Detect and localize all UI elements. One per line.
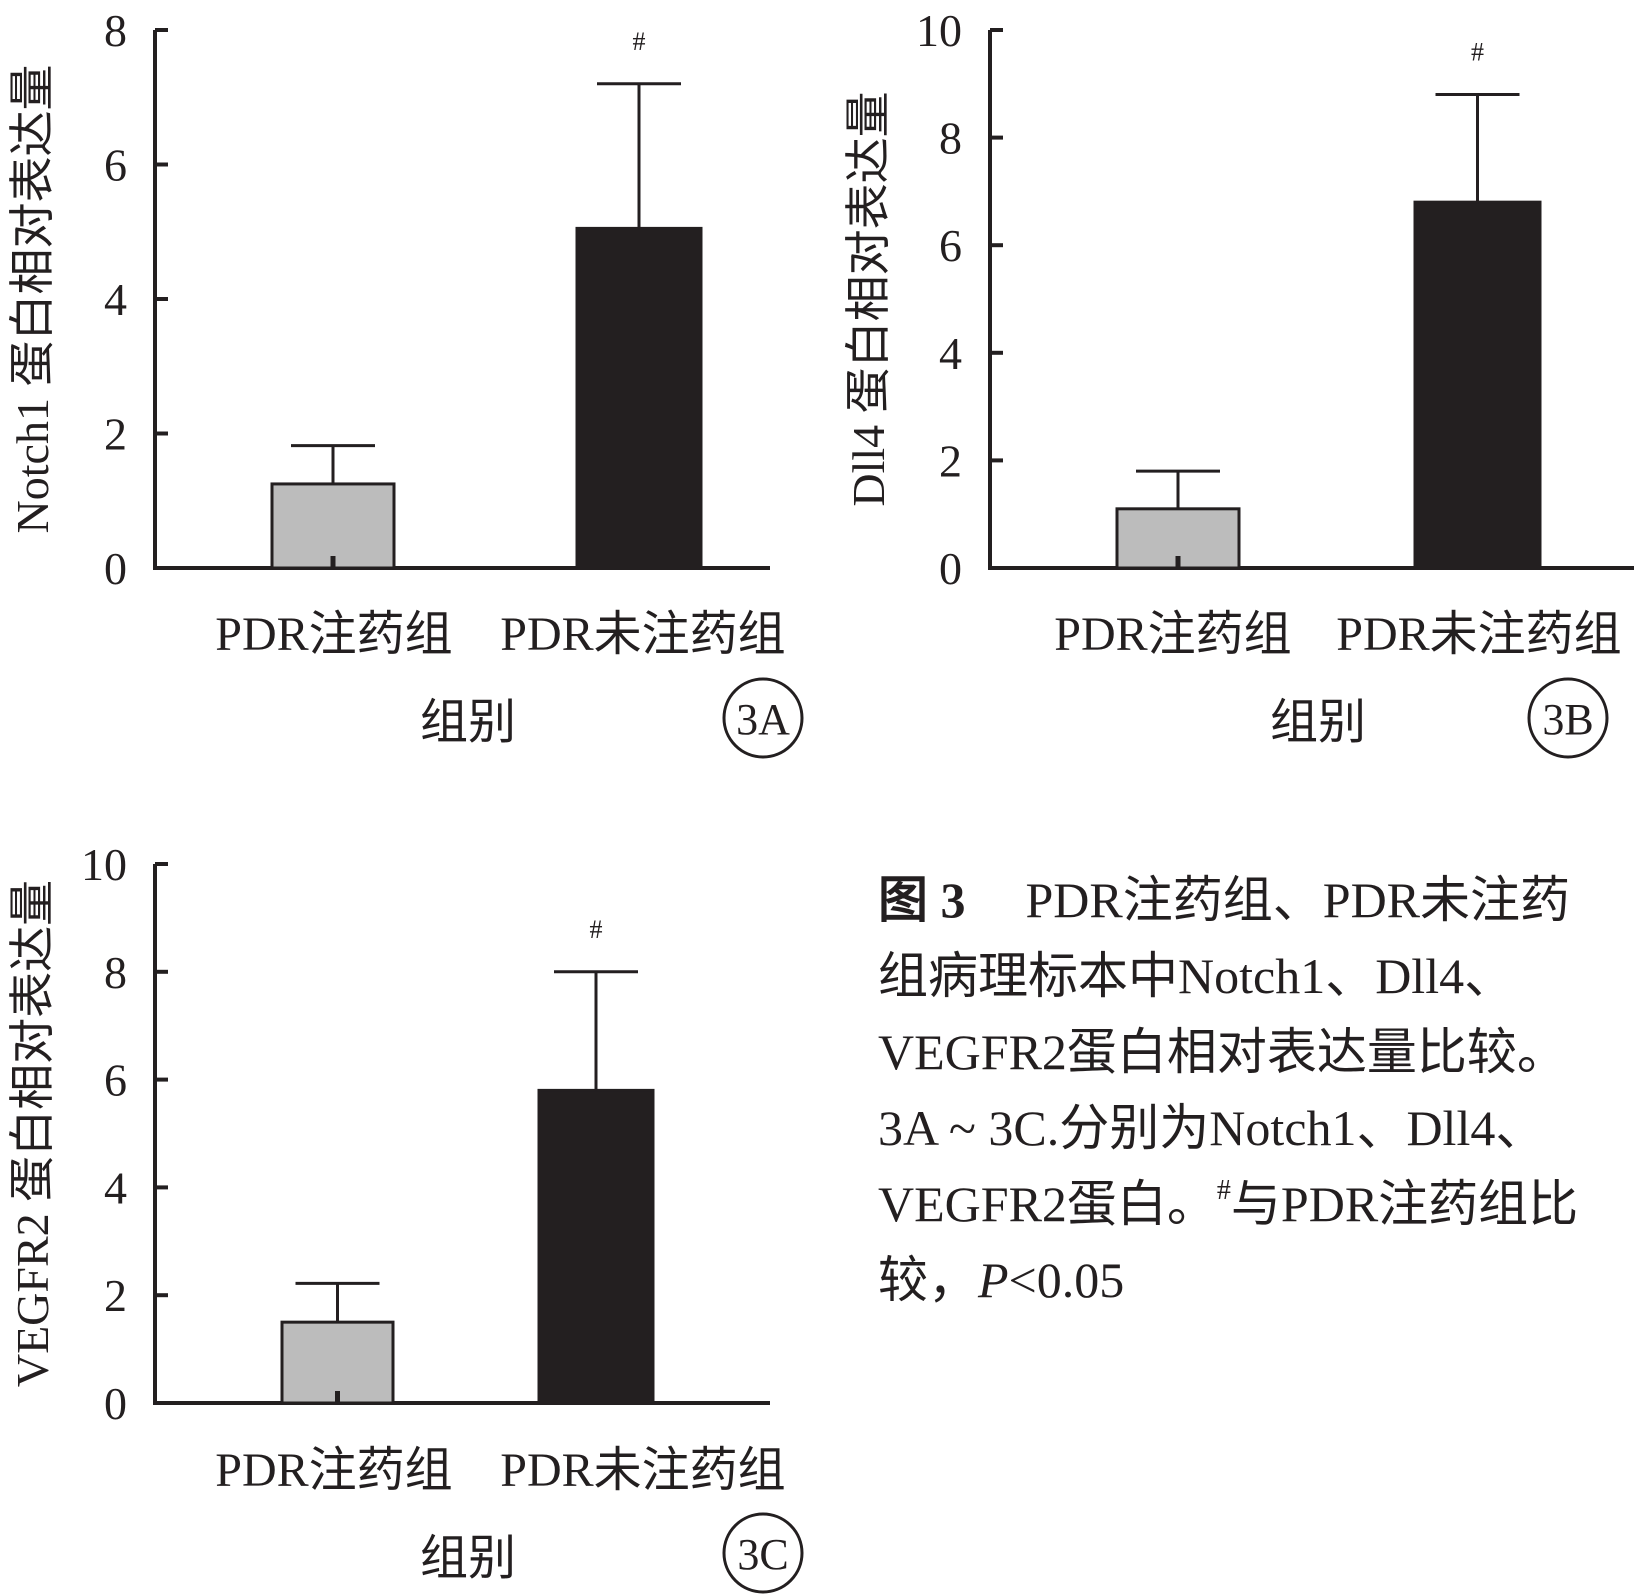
caption-text-part2: 与PDR注药组比较， (878, 1176, 1579, 1308)
chart-3a-panel-circle (722, 677, 804, 759)
chart-3a-bar (575, 226, 703, 570)
chart-3b-y-tick-label: 2 (939, 435, 962, 486)
chart-3a-category-label: PDR注药组 (215, 608, 452, 661)
chart-3c-y-tick-label: 0 (104, 1378, 127, 1429)
chart-3c-x-axis-title: 组别 (420, 1532, 516, 1585)
chart-3c-category-label: PDR注药组 (215, 1444, 452, 1497)
chart-3a-y-tick-label: 2 (104, 409, 127, 460)
chart-3c-y-tick-label: 6 (104, 1055, 127, 1106)
chart-3b-category-label: PDR注药组 (1054, 608, 1291, 661)
caption-hash-symbol: # (1216, 1175, 1231, 1206)
chart-3c-bar (280, 1320, 395, 1405)
chart-3a-y-tick-label: 4 (104, 274, 127, 325)
chart-3b-bar (1413, 200, 1542, 570)
caption-text-part1: PDR注药组、PDR未注药组病理标本中Notch1、Dll4、VEGFR2蛋白相… (878, 872, 1571, 1232)
chart-3a-y-tick-label: 6 (104, 140, 127, 191)
caption-figure-label: 图 3 (878, 872, 966, 928)
chart-3a-y-tick-label: 0 (104, 543, 127, 594)
chart-3c-bar (537, 1088, 655, 1405)
chart-3a-y-axis-title: Notch1 蛋白相对表达量 (7, 65, 58, 534)
chart-3b-significance-mark: # (1471, 38, 1484, 67)
caption-p-symbol: P (978, 1252, 1009, 1308)
chart-3c-category-label: PDR未注药组 (500, 1444, 785, 1497)
chart-3a-panel-label: 3A (736, 695, 790, 744)
chart-3c-y-tick-label: 4 (104, 1162, 127, 1213)
chart-3c-significance-mark: # (590, 915, 603, 944)
chart-3a-y-tick-label: 8 (104, 5, 127, 56)
chart-3a-x-axis-title: 组别 (420, 696, 516, 749)
chart-3a-bar (270, 482, 396, 570)
chart-3b-y-tick-label: 4 (939, 328, 962, 379)
chart-3c-panel-circle (722, 1512, 804, 1594)
chart-3b-panel-label: 3B (1542, 695, 1593, 744)
figure-caption: 图 3 PDR注药组、PDR未注药组病理标本中Notch1、Dll4、VEGFR2… (878, 862, 1618, 1318)
chart-3b-category-label: PDR未注药组 (1336, 608, 1621, 661)
chart-3b-y-tick-label: 0 (939, 543, 962, 594)
chart-3a-significance-mark: # (633, 27, 646, 56)
chart-3b-y-tick-label: 6 (939, 220, 962, 271)
chart-3b-panel-circle (1527, 677, 1609, 759)
chart-3c-y-tick-label: 10 (81, 839, 127, 890)
chart-3c-panel-label: 3C (737, 1530, 788, 1579)
chart-3b-y-axis-title: Dll4 蛋白相对表达量 (843, 91, 894, 506)
chart-3b-y-tick-label: 10 (916, 5, 962, 56)
caption-p-value: <0.05 (1008, 1252, 1125, 1308)
chart-3b-x-axis-title: 组别 (1270, 696, 1366, 749)
chart-3c-y-tick-label: 2 (104, 1270, 127, 1321)
chart-3c-y-tick-label: 8 (104, 947, 127, 998)
chart-3b-y-tick-label: 8 (939, 113, 962, 164)
chart-3a-category-label: PDR未注药组 (500, 608, 785, 661)
chart-3c-y-axis-title: VEGFR2 蛋白相对表达量 (7, 880, 58, 1387)
